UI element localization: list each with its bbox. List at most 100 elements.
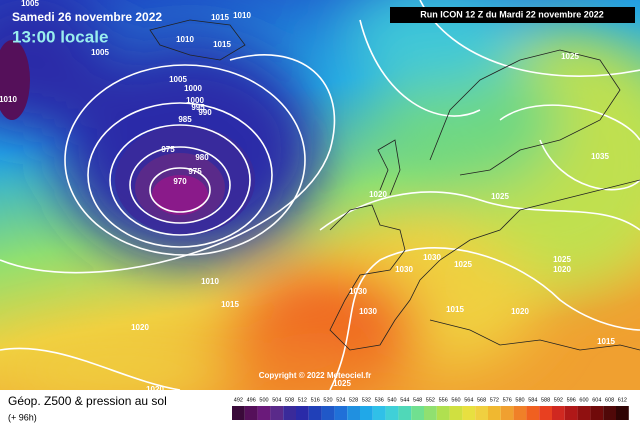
colorbar-swatch bbox=[283, 406, 296, 420]
colorbar-swatch bbox=[449, 406, 463, 420]
colorbar-swatch bbox=[232, 406, 245, 420]
colorbar-swatch bbox=[436, 406, 450, 420]
isobar-label: 1005 bbox=[169, 75, 187, 84]
isobar-label: 1000 bbox=[186, 96, 204, 105]
colorbar-swatch bbox=[360, 406, 373, 420]
colorbar-tick-label: 548 bbox=[413, 397, 422, 403]
colorbar-tick-label: 500 bbox=[259, 397, 268, 403]
copyright: Copyright © 2022 Meteociel.fr bbox=[259, 371, 372, 380]
isobar-label: 1015 bbox=[446, 305, 464, 314]
isobar-label: 1010 bbox=[176, 35, 194, 44]
isobar-label: 995 bbox=[191, 103, 205, 112]
colorbar-tick-label: 612 bbox=[618, 397, 627, 403]
footer-title: Géop. Z500 & pression au sol bbox=[8, 394, 167, 408]
isobar-label: 975 bbox=[161, 145, 175, 154]
colorbar-tick-label: 608 bbox=[605, 397, 614, 403]
colorbar-swatch bbox=[296, 406, 309, 420]
isobar-label: 1015 bbox=[597, 337, 615, 346]
isobar-labels: 1015 101010051010101510051010100510001000… bbox=[0, 0, 615, 394]
isobar-label: 1020 bbox=[553, 265, 571, 274]
colorbar-swatch bbox=[526, 406, 540, 420]
colorbar-tick-label: 604 bbox=[592, 397, 601, 403]
colorbar-tick-label: 580 bbox=[515, 397, 524, 403]
colorbar-tick-label: 516 bbox=[311, 397, 320, 403]
colorbar-swatch bbox=[552, 406, 565, 420]
isobar-label: 1005 bbox=[21, 0, 39, 8]
isobar-label: 1020 bbox=[369, 190, 387, 199]
coastlines bbox=[149, 19, 640, 351]
isobar-label: 1000 bbox=[184, 84, 202, 93]
isobar-label: 985 bbox=[178, 115, 192, 124]
colorbar-swatch bbox=[270, 406, 284, 420]
colorbar-swatch bbox=[385, 406, 399, 420]
colorbar-swatch bbox=[398, 406, 412, 420]
isobar-label: 980 bbox=[195, 153, 209, 162]
colorbar-swatch bbox=[347, 406, 360, 420]
colorbar-swatch bbox=[334, 406, 348, 420]
colorbar-swatch bbox=[424, 406, 437, 420]
colorbar-swatch bbox=[539, 406, 552, 420]
isobar-label: 1015 bbox=[221, 300, 239, 309]
colorbar-swatch bbox=[603, 406, 616, 420]
isobar-label: 1010 bbox=[201, 277, 219, 286]
colorbar-swatch bbox=[257, 406, 271, 420]
colorbar-swatch bbox=[616, 406, 629, 420]
run-info: Run ICON 12 Z du Mardi 22 novembre 2022 bbox=[420, 9, 604, 19]
colorbar-swatch bbox=[500, 406, 514, 420]
colorbar-swatch bbox=[411, 406, 424, 420]
isobar-label: 1020 bbox=[511, 307, 529, 316]
isobar-label: 1025 bbox=[561, 52, 579, 61]
colorbar-tick-label: 592 bbox=[554, 397, 563, 403]
isobar-label: 975 bbox=[188, 167, 202, 176]
colorbar-tick-label: 520 bbox=[323, 397, 332, 403]
time: 13:00 locale bbox=[12, 27, 108, 46]
isobar-label: 1025 bbox=[491, 192, 509, 201]
colorbar-tick-label: 584 bbox=[528, 397, 537, 403]
isobar-label: 1020 bbox=[146, 385, 164, 394]
isobar-label: 1015 bbox=[211, 13, 229, 22]
colorbar-swatch bbox=[462, 406, 476, 420]
colorbar-tick-label: 536 bbox=[375, 397, 384, 403]
isobar-label: 1025 bbox=[333, 379, 351, 388]
colorbar-swatch bbox=[488, 406, 501, 420]
colorbar: 492 496 500 504 508 512 516 520 524 528 532 536 540 5… bbox=[232, 397, 629, 420]
colorbar-tick-label: 496 bbox=[247, 397, 256, 403]
colorbar-tick-label: 504 bbox=[272, 397, 281, 403]
colorbar-swatch bbox=[308, 406, 322, 420]
isobar-label: 1035 bbox=[591, 152, 609, 161]
colorbar-tick-label: 552 bbox=[426, 397, 435, 403]
colorbar-tick-label: 576 bbox=[503, 397, 512, 403]
isobar-label: 1030 bbox=[395, 265, 413, 274]
colorbar-tick-label: 572 bbox=[490, 397, 499, 403]
isobar-label: 1005 bbox=[91, 48, 109, 57]
isobar-label: 970 bbox=[173, 177, 187, 186]
isobar-lines bbox=[0, 0, 640, 390]
isobar-label: 1010 bbox=[233, 11, 251, 20]
colorbar-swatch bbox=[372, 406, 386, 420]
isobar-label: 1030 bbox=[359, 307, 377, 316]
colorbar-swatch bbox=[475, 406, 488, 420]
isobar-label: 1025 bbox=[553, 255, 571, 264]
colorbar-swatch bbox=[590, 406, 604, 420]
colorbar-tick-label: 596 bbox=[567, 397, 576, 403]
colorbar-tick-label: 528 bbox=[349, 397, 358, 403]
colorbar-tick-label: 600 bbox=[579, 397, 588, 403]
colorbar-tick-label: 544 bbox=[400, 397, 409, 403]
colorbar-swatch bbox=[244, 406, 258, 420]
isobar-label: 1030 bbox=[349, 287, 367, 296]
colorbar-swatch bbox=[564, 406, 578, 420]
isobar-label: 1010 bbox=[0, 95, 17, 104]
isobar-label: 1015 bbox=[213, 40, 231, 49]
date: Samedi 26 novembre 2022 bbox=[12, 10, 162, 24]
footer-lead: (+ 96h) bbox=[8, 412, 37, 422]
colorbar-tick-label: 492 bbox=[234, 397, 243, 403]
colorbar-tick-label: 524 bbox=[336, 397, 345, 403]
colorbar-tick-label: 588 bbox=[541, 397, 550, 403]
colorbar-tick-label: 560 bbox=[451, 397, 460, 403]
colorbar-swatch bbox=[321, 406, 335, 420]
map-field bbox=[0, 0, 640, 390]
isobar-label: 1025 bbox=[454, 260, 472, 269]
colorbar-tick-label: 564 bbox=[464, 397, 473, 403]
isobar-label: 990 bbox=[198, 108, 212, 117]
